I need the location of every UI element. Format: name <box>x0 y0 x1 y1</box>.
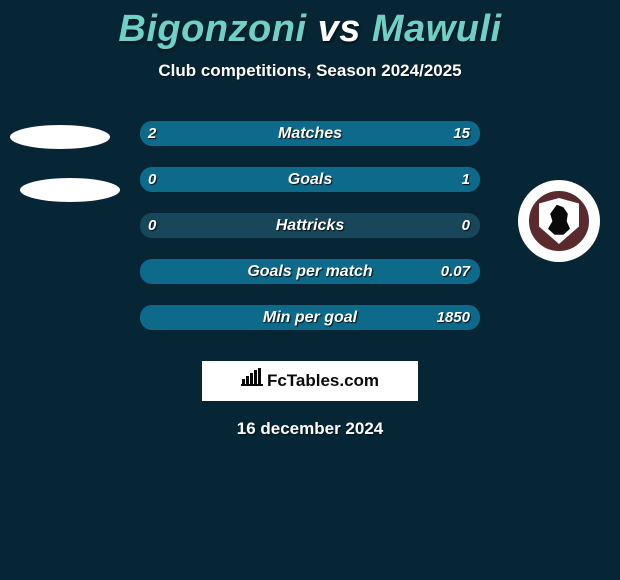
stat-label: Goals per match <box>140 259 480 284</box>
stat-row: 1850Min per goal <box>0 305 620 351</box>
stat-label: Min per goal <box>140 305 480 330</box>
subtitle: Club competitions, Season 2024/2025 <box>0 61 620 81</box>
vs-label: vs <box>318 8 361 50</box>
stat-row: 01Goals <box>0 167 620 213</box>
stat-row: 0.07Goals per match <box>0 259 620 305</box>
stat-label: Hattricks <box>140 213 480 238</box>
bar-chart-icon <box>241 361 263 401</box>
brand-badge: FcTables.com <box>202 361 418 401</box>
player2-name: Mawuli <box>372 8 502 50</box>
page-title: Bigonzoni vs Mawuli <box>0 0 620 51</box>
stat-row: 00Hattricks <box>0 213 620 259</box>
stat-row: 215Matches <box>0 121 620 167</box>
footer-date: 16 december 2024 <box>0 419 620 439</box>
brand-text: FcTables.com <box>267 371 379 390</box>
stat-label: Matches <box>140 121 480 146</box>
stats-container: 215Matches01Goals00Hattricks0.07Goals pe… <box>0 121 620 351</box>
comparison-infographic: Bigonzoni vs Mawuli Club competitions, S… <box>0 0 620 580</box>
player1-name: Bigonzoni <box>118 8 306 50</box>
stat-label: Goals <box>140 167 480 192</box>
